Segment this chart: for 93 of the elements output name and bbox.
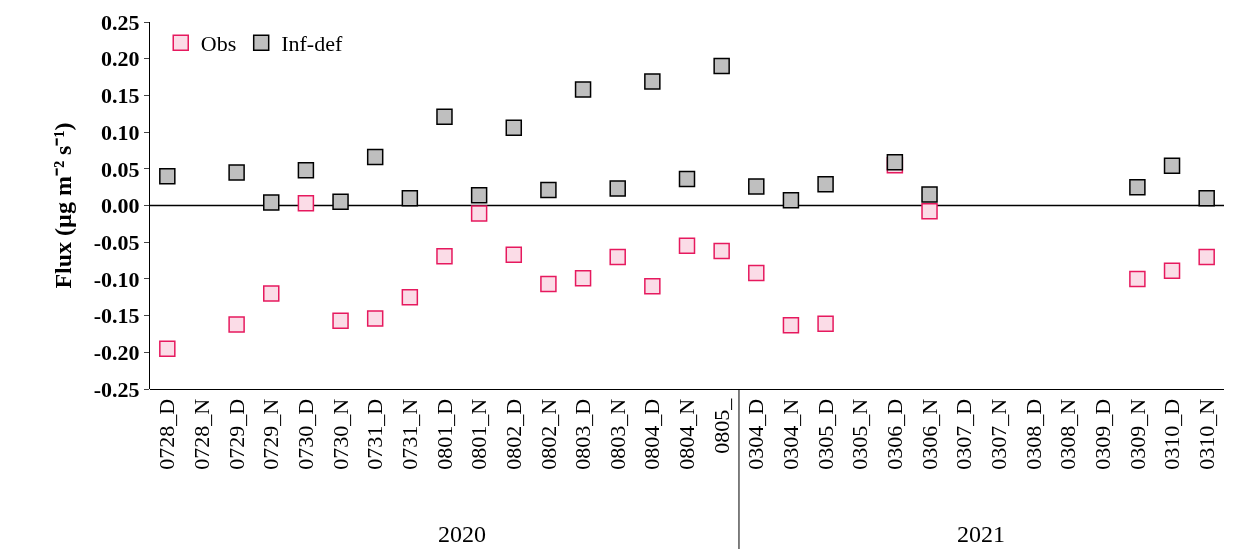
x-tick-label: 0803_N	[604, 398, 630, 470]
y-tick-label: -0.20	[93, 340, 140, 365]
x-tick-label: 0307_D	[951, 398, 977, 470]
point	[159, 340, 176, 357]
x-tick-label: 0310_N	[1193, 398, 1219, 470]
point	[921, 203, 938, 220]
point	[609, 180, 626, 197]
point	[748, 264, 765, 282]
y-tick-label: 0.20	[101, 46, 140, 72]
x-tick-label: 0728_D	[154, 398, 180, 470]
point	[540, 275, 557, 293]
y-tick-label: -0.10	[93, 266, 140, 292]
point	[228, 316, 245, 333]
point	[609, 248, 626, 266]
x-tick-label: 0805_	[708, 397, 734, 454]
x-tick-label: 0305_D	[812, 398, 838, 470]
point	[782, 316, 800, 334]
x-tick-label: 0730_N	[327, 398, 353, 470]
point	[1198, 189, 1215, 207]
point	[678, 170, 696, 188]
x-tick-label: 0309_N	[1124, 398, 1150, 470]
y-tick-label: 0.10	[101, 119, 140, 145]
legend-label: Inf-def	[281, 31, 343, 57]
x-tick-label: 0730_D	[293, 398, 319, 470]
x-tick-label: 0803_D	[570, 398, 596, 470]
x-tick-label: 0304_N	[778, 398, 804, 470]
point	[574, 81, 592, 98]
point	[332, 312, 349, 329]
y-tick-label: -0.15	[93, 303, 140, 329]
point	[401, 189, 419, 207]
point	[505, 246, 523, 263]
point	[505, 119, 523, 136]
point	[678, 237, 696, 255]
x-tick-label: 0308_N	[1055, 398, 1081, 470]
x-tick-label: 0310_D	[1159, 398, 1185, 470]
point	[817, 315, 834, 332]
legend-label: Obs	[200, 31, 237, 57]
x-tick-label: 0804_N	[674, 398, 700, 470]
x-tick-label: 0729_D	[223, 398, 249, 470]
x-tick-label: 0729_N	[258, 398, 284, 470]
point	[470, 186, 488, 204]
point	[332, 193, 349, 211]
x-tick-label: 0802_D	[500, 398, 526, 470]
y-tick-label: 0.00	[101, 193, 140, 219]
y-tick-label: 0.25	[101, 9, 140, 35]
y-tick-label: 0.15	[101, 83, 140, 109]
x-tick-label: 0305_N	[847, 398, 873, 470]
point	[366, 310, 384, 327]
point	[263, 194, 280, 211]
x-tick-label: 0802_N	[535, 398, 561, 470]
x-tick-label: 0306_D	[882, 398, 908, 470]
x-tick-label: 0731_N	[396, 398, 422, 470]
text: 2020	[438, 521, 486, 547]
x-tick-label: 0801_N	[466, 398, 492, 470]
point	[436, 108, 453, 125]
x-tick-label: 0804_D	[639, 398, 665, 470]
x-tick-label: 0801_D	[431, 398, 457, 470]
x-tick-label: 0309_D	[1089, 398, 1115, 470]
point	[366, 148, 384, 166]
point	[297, 162, 315, 179]
point	[540, 181, 557, 199]
text: 2021	[957, 521, 1005, 547]
y-tick-label: -0.05	[93, 229, 140, 255]
point	[921, 186, 938, 203]
point	[1163, 157, 1181, 175]
point	[436, 247, 453, 265]
point	[713, 242, 730, 260]
point	[401, 289, 419, 306]
point	[1129, 270, 1146, 288]
y-tick-label: -0.25	[93, 376, 140, 402]
point	[748, 178, 765, 195]
x-tick-label: 0308_D	[1020, 398, 1046, 470]
x-tick-label: 0304_D	[743, 398, 769, 470]
point	[574, 269, 592, 287]
y-axis-title: Flux (µg m⁻² s⁻¹)	[49, 122, 76, 289]
point	[159, 167, 176, 185]
point	[263, 285, 280, 302]
point	[1163, 262, 1181, 280]
point	[1198, 248, 1215, 266]
x-tick-label: 0306_N	[916, 398, 942, 470]
x-tick-label: 0731_D	[362, 398, 388, 470]
point	[644, 73, 661, 90]
point	[782, 192, 800, 209]
x-tick-label: 0307_N	[985, 398, 1011, 470]
point	[644, 277, 661, 295]
y-tick-label: 0.05	[101, 156, 140, 182]
point	[470, 205, 488, 222]
point	[713, 57, 730, 75]
point	[817, 175, 834, 193]
point	[1129, 178, 1146, 196]
point	[228, 164, 245, 181]
point	[297, 195, 315, 212]
x-tick-label: 0728_N	[189, 398, 215, 470]
